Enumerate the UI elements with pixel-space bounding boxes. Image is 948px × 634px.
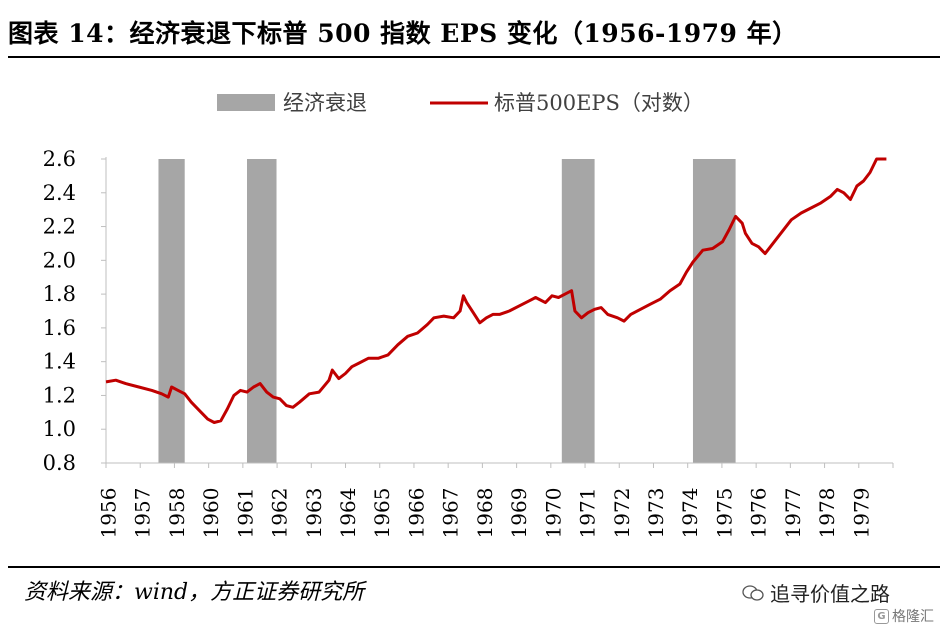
y-tick-label: 2.6 bbox=[43, 147, 76, 171]
y-tick-label: 1.8 bbox=[43, 282, 76, 306]
wechat-icon bbox=[742, 584, 764, 601]
watermark: 追寻价值之路 bbox=[742, 578, 890, 607]
x-tick-label: 1962 bbox=[268, 488, 292, 539]
x-tick-label: 1965 bbox=[370, 488, 394, 539]
legend-label-eps: 标普500EPS（对数） bbox=[494, 91, 704, 115]
x-tick-label: 1967 bbox=[439, 488, 463, 539]
eps-series-line bbox=[105, 157, 887, 424]
y-tick-label: 2.4 bbox=[43, 181, 76, 205]
y-tick-label: 0.8 bbox=[43, 451, 76, 475]
watermark-brand-text: 格隆汇 bbox=[892, 609, 934, 625]
x-tick-label: 1974 bbox=[678, 488, 702, 539]
watermark-brand: G 格隆汇 bbox=[874, 606, 934, 626]
x-tick-label: 1972 bbox=[610, 488, 634, 539]
y-tick-label: 1.6 bbox=[43, 316, 76, 340]
x-tick-label: 1968 bbox=[473, 488, 497, 539]
x-tick-label: 1976 bbox=[747, 488, 771, 539]
y-tick-label: 2.2 bbox=[43, 215, 76, 239]
source-note: 资料来源：wind，方正证券研究所 bbox=[24, 580, 365, 605]
x-tick-label: 1979 bbox=[849, 488, 873, 539]
x-tick-label: 1958 bbox=[165, 488, 189, 539]
x-tick-label: 1975 bbox=[712, 488, 736, 539]
page-title: 图表 14：经济衰退下标普 500 指数 EPS 变化（1956-1979 年） bbox=[8, 19, 798, 48]
recession-band bbox=[247, 159, 277, 463]
y-tick-label: 1.2 bbox=[43, 383, 76, 407]
legend-label-recession: 经济衰退 bbox=[283, 91, 367, 115]
footer-divider bbox=[8, 566, 940, 568]
watermark-text: 追寻价值之路 bbox=[770, 582, 890, 606]
title-divider bbox=[8, 56, 940, 58]
x-tick-label: 1973 bbox=[644, 488, 668, 539]
recession-band bbox=[158, 159, 185, 463]
x-tick-label: 1971 bbox=[576, 488, 600, 539]
x-tick-label: 1969 bbox=[507, 488, 531, 539]
y-tick-label: 1.4 bbox=[43, 350, 76, 374]
x-tick-label: 1966 bbox=[404, 488, 428, 539]
y-tick-label: 1.0 bbox=[43, 417, 76, 441]
x-tick-label: 1956 bbox=[97, 488, 121, 539]
x-tick-label: 1964 bbox=[336, 488, 360, 539]
y-tick-label: 2.0 bbox=[43, 248, 76, 272]
recession-band bbox=[692, 159, 736, 463]
x-tick-label: 1978 bbox=[815, 488, 839, 539]
chart: 0.8 1.0 1.2 1.4 1.6 1.8 2.0 2.2 2.4 2.6 1956 1957 19… bbox=[43, 91, 894, 539]
x-tick-label: 1957 bbox=[131, 488, 155, 539]
x-tick-label: 1961 bbox=[233, 488, 257, 539]
x-tick-label: 1960 bbox=[199, 488, 223, 539]
x-tick-label: 1963 bbox=[302, 488, 326, 539]
x-tick-label: 1977 bbox=[781, 488, 805, 539]
legend-swatch-recession bbox=[217, 94, 275, 111]
x-tick-label: 1970 bbox=[541, 488, 565, 539]
brand-icon: G bbox=[874, 608, 889, 624]
